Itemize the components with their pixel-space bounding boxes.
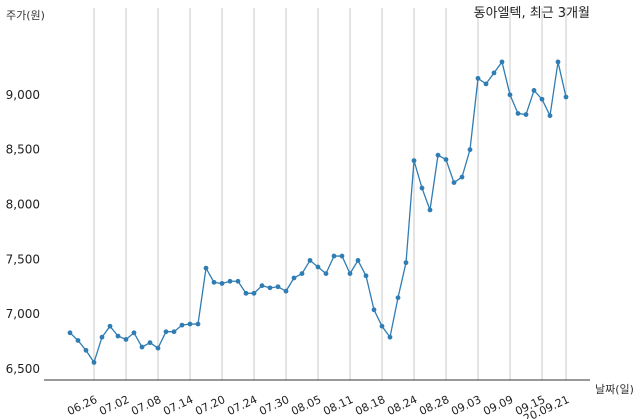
- vertical-grid: [93, 8, 567, 380]
- data-point: [387, 334, 393, 340]
- data-point: [531, 88, 537, 93]
- data-point: [379, 323, 385, 329]
- data-point: [211, 279, 217, 285]
- data-point: [483, 81, 489, 87]
- data-point: [91, 360, 97, 365]
- data-point: [283, 288, 289, 294]
- data-point: [179, 322, 185, 328]
- data-point: [99, 334, 105, 340]
- x-axis-title: 날짜(일): [595, 382, 634, 396]
- x-tick-label: 08.28: [417, 393, 451, 418]
- data-point: [499, 59, 505, 65]
- data-point: [291, 275, 297, 281]
- data-point: [243, 290, 249, 296]
- data-point: [555, 59, 561, 65]
- x-axis-ticks: 06.2607.0207.0807.1407.2007.2407.3008.05…: [65, 393, 571, 419]
- y-axis-title: 주가(원): [6, 9, 45, 22]
- x-tick-label: 06.26: [65, 393, 99, 418]
- data-point: [491, 70, 497, 76]
- data-point: [147, 340, 153, 346]
- data-point: [131, 330, 137, 336]
- data-point: [299, 271, 305, 276]
- data-point: [259, 283, 265, 289]
- x-tick-label: 08.11: [321, 393, 355, 418]
- data-point: [107, 323, 113, 329]
- x-tick-label: 07.20: [193, 393, 227, 418]
- data-point: [323, 271, 329, 276]
- chart-title: 동아엘텍, 최근 3개월: [474, 6, 590, 21]
- data-point: [363, 273, 369, 279]
- data-point: [339, 253, 345, 259]
- data-point: [227, 278, 233, 284]
- data-point: [347, 271, 353, 276]
- y-tick-label: 8,000: [6, 198, 40, 212]
- x-tick-label: 09.03: [449, 393, 483, 418]
- data-point: [547, 113, 553, 119]
- data-point: [451, 180, 457, 185]
- data-point: [83, 347, 89, 353]
- data-point: [515, 111, 521, 116]
- data-point: [523, 112, 529, 117]
- x-tick-label: 07.24: [225, 393, 259, 418]
- data-point: [539, 96, 545, 102]
- data-point: [307, 258, 313, 263]
- data-point: [371, 307, 377, 313]
- data-point: [443, 157, 449, 162]
- data-point: [115, 333, 121, 339]
- data-point: [459, 174, 465, 180]
- data-point: [195, 321, 201, 327]
- data-point: [395, 295, 401, 301]
- data-point: [219, 281, 225, 286]
- data-point: [467, 147, 473, 153]
- data-point: [203, 265, 209, 271]
- data-point: [427, 207, 433, 213]
- data-point: [475, 75, 481, 81]
- data-point: [435, 152, 441, 158]
- data-point: [187, 321, 193, 327]
- x-tick-label: 09.09: [481, 393, 515, 418]
- x-tick-label: 08.18: [353, 393, 387, 418]
- data-point: [75, 338, 81, 343]
- data-point: [251, 290, 257, 296]
- y-tick-label: 7,500: [6, 252, 40, 266]
- data-point: [275, 284, 281, 290]
- x-tick-label: 07.02: [97, 393, 131, 418]
- x-tick-label: 07.08: [129, 393, 163, 418]
- data-point: [235, 278, 241, 284]
- x-tick-label: 08.05: [289, 393, 323, 418]
- x-tick-label: 08.24: [385, 393, 419, 418]
- data-point: [355, 258, 361, 263]
- y-tick-label: 6,500: [6, 362, 40, 376]
- data-point: [163, 329, 169, 335]
- y-tick-label: 7,000: [6, 307, 40, 321]
- data-point: [123, 336, 129, 342]
- y-tick-label: 9,000: [6, 88, 40, 102]
- data-point: [507, 92, 513, 98]
- data-point: [67, 330, 73, 336]
- x-tick-label: 07.30: [257, 393, 291, 418]
- data-point: [331, 253, 337, 259]
- data-point: [563, 94, 569, 100]
- data-point: [267, 285, 273, 291]
- data-point: [139, 344, 145, 350]
- data-point: [315, 264, 321, 270]
- data-point: [411, 158, 417, 164]
- data-point: [155, 345, 161, 351]
- data-point: [403, 260, 409, 266]
- price-points: [67, 59, 569, 365]
- x-tick-label: 07.14: [161, 393, 195, 418]
- y-axis-ticks: 6,500 7,000 7,500 8,000 8,500 9,000: [6, 88, 40, 376]
- data-point: [171, 329, 177, 335]
- data-point: [419, 185, 425, 191]
- y-tick-label: 8,500: [6, 143, 40, 157]
